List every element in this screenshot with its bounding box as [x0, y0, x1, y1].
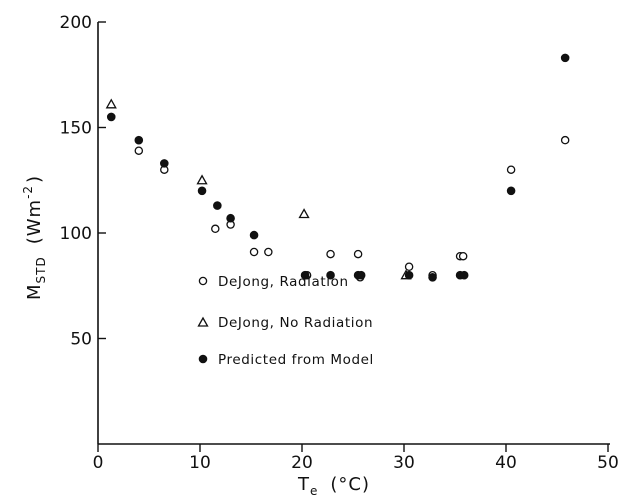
y-axis-label-exp: -2 — [21, 185, 35, 199]
legend-label-predicted: Predicted from Model — [218, 352, 374, 368]
point-series0-15 — [560, 135, 570, 145]
point-series2-6 — [249, 230, 259, 240]
point-series1-1 — [196, 174, 208, 185]
point-series2-16 — [560, 53, 570, 63]
point-series0-0 — [134, 146, 144, 155]
point-series2-3 — [197, 186, 207, 196]
y-axis-label-unit: (Wm — [24, 199, 45, 244]
data-points — [105, 53, 570, 282]
legend-filled-circle-icon — [198, 354, 208, 364]
x-axis-label-sub: e — [310, 484, 318, 498]
x-axis-label-main: T — [297, 474, 310, 495]
svg-text:MSTD(Wm-2): MSTD (Wm-2) — [21, 175, 48, 300]
x-tick-label-10: 10 — [189, 453, 211, 473]
point-series2-7 — [300, 270, 310, 280]
point-series2-1 — [134, 135, 144, 145]
point-series2-5 — [226, 213, 235, 223]
point-series0-13 — [458, 251, 468, 261]
x-tick-label-50: 50 — [597, 453, 619, 473]
y-tick-label-150: 150 — [60, 119, 92, 139]
y-axis-label-close: ) — [24, 175, 45, 183]
y-axis-label-sub: STD — [34, 256, 48, 283]
legend-item-no-radiation: DeJong, No Radiation — [197, 315, 373, 331]
point-series0-14 — [506, 165, 516, 174]
y-axis-label-main: M — [24, 283, 45, 300]
point-series2-4 — [213, 201, 222, 210]
point-series1-2 — [298, 208, 310, 219]
svg-text:Te(°C): Te (°C) — [297, 474, 370, 498]
y-tick-label-200: 200 — [60, 13, 92, 33]
point-series2-14 — [459, 270, 469, 280]
legend-item-predicted: Predicted from Model — [198, 352, 374, 368]
legend-open-triangle-icon — [197, 316, 209, 327]
x-tick-label-20: 20 — [291, 453, 313, 473]
y-axis-label: MSTD (Wm-2) — [21, 175, 48, 300]
x-axis-label-unit: (°C) — [330, 474, 370, 495]
x-ticks: 0 10 20 30 40 50 — [93, 444, 619, 473]
point-series2-2 — [160, 159, 169, 168]
x-tick-label-0: 0 — [93, 453, 104, 473]
point-series0-10 — [404, 262, 414, 272]
legend-open-circle-icon — [198, 276, 208, 286]
point-series0-4 — [249, 247, 259, 257]
point-series0-5 — [264, 247, 273, 257]
point-series0-8 — [353, 249, 363, 259]
legend-label-radiation: DeJong, Radiation — [218, 274, 349, 290]
axes — [97, 22, 610, 445]
point-series2-0 — [106, 112, 116, 122]
point-series2-8 — [326, 270, 335, 280]
legend-label-no-radiation: DeJong, No Radiation — [218, 315, 373, 331]
point-series0-7 — [326, 249, 335, 259]
y-tick-label-100: 100 — [60, 224, 92, 244]
legend-item-radiation: DeJong, Radiation — [198, 274, 349, 290]
y-tick-label-50: 50 — [70, 330, 92, 350]
legend: DeJong, Radiation DeJong, No Radiation P… — [197, 274, 374, 368]
point-series2-10 — [356, 270, 366, 280]
x-tick-label-30: 30 — [393, 453, 415, 473]
x-axis-label: Te (°C) — [297, 474, 370, 498]
point-series0-2 — [211, 224, 220, 234]
point-series1-0 — [105, 98, 117, 109]
point-series2-11 — [404, 270, 414, 280]
point-series2-12 — [428, 273, 437, 282]
y-ticks: 50 100 150 200 — [60, 13, 106, 350]
point-series2-15 — [506, 186, 516, 196]
x-tick-label-40: 40 — [495, 453, 517, 473]
